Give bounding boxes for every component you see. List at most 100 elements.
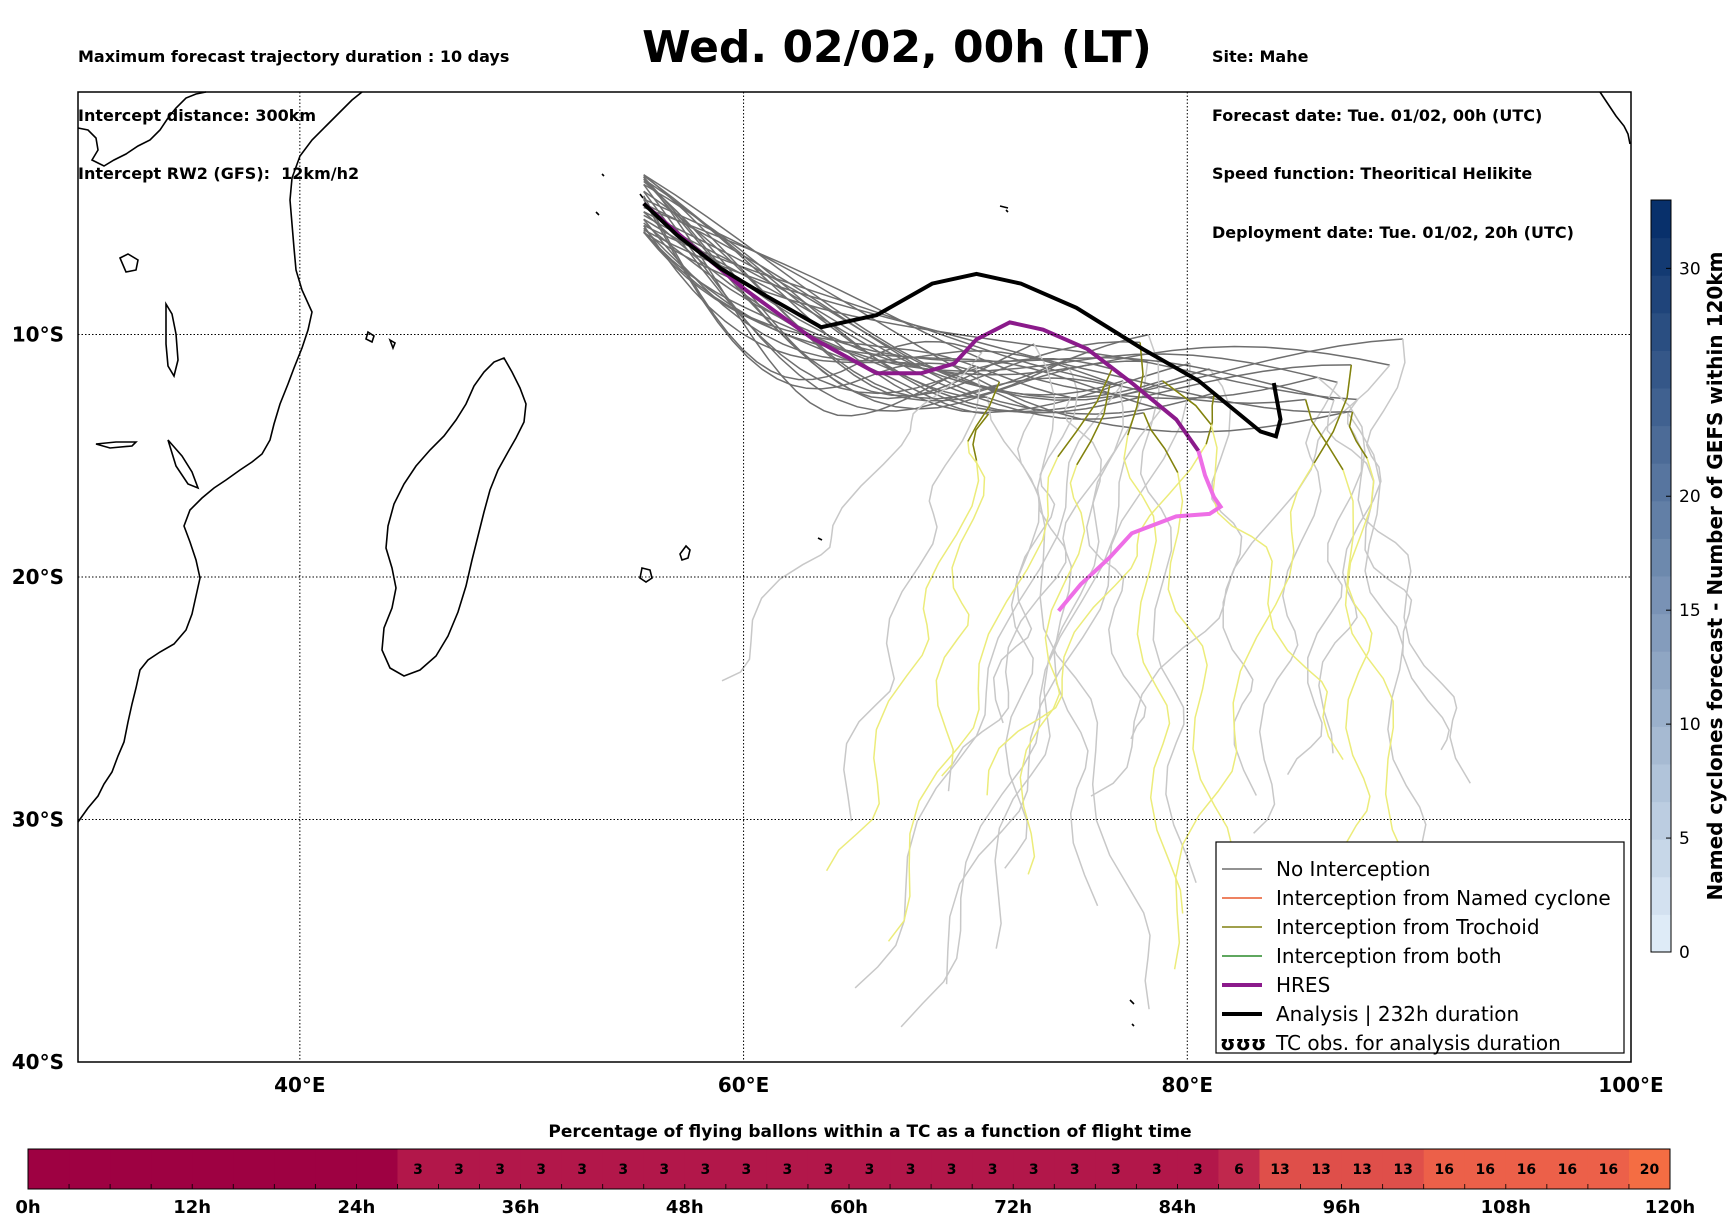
flight-bar-tick-label: 84h: [1158, 1197, 1196, 1218]
africa-coastline: [77, 91, 363, 823]
intercept-rw2-text: Intercept RW2 (GFS): 12km/h2: [78, 164, 360, 183]
no-interception-late-track: [1253, 382, 1339, 834]
flight-bar-value: 13: [1393, 1162, 1412, 1178]
flight-bar-value: 3: [1029, 1162, 1039, 1178]
colorbar-level: [1651, 500, 1671, 539]
colorbar-level: [1651, 876, 1671, 915]
lat-tick-label: 40°S: [12, 1050, 64, 1074]
flight-bar-cell: [1341, 1149, 1384, 1189]
flight-bar-value: 3: [577, 1162, 587, 1178]
no-interception-late-track: [721, 351, 983, 682]
no-interception-late-track: [1139, 334, 1197, 884]
flight-bar-cell: [1300, 1149, 1343, 1189]
flight-bar-cell: [315, 1149, 357, 1189]
lon-tick-label: 40°E: [274, 1073, 326, 1097]
colorbar-tick-label: 5: [1679, 829, 1690, 849]
colorbar-tick-label: 20: [1679, 487, 1701, 507]
no-interception-track: [643, 183, 1210, 413]
legend-label: Analysis | 232h duration: [1276, 1002, 1519, 1026]
no-interception-track: [643, 175, 1352, 414]
colorbar-level: [1651, 839, 1671, 878]
flight-bar-cell: [1218, 1149, 1260, 1189]
africa-horn-coastline: [77, 91, 207, 167]
no-interception-track: [643, 195, 983, 381]
rodrigues-island: [817, 537, 823, 541]
flight-bar-value: 3: [865, 1162, 875, 1178]
no-interception-track: [643, 180, 1035, 400]
flight-bar-value: 3: [988, 1162, 998, 1178]
colorbar-level: [1651, 651, 1671, 690]
no-interception-track: [643, 214, 1124, 396]
flight-bar-value: 3: [947, 1162, 957, 1178]
sumatra-coastline: [1599, 91, 1631, 145]
colorbar-level: [1651, 576, 1671, 615]
reunion-island: [639, 567, 653, 583]
colorbar-level: [1651, 200, 1671, 239]
kerguelen-island: [1129, 999, 1135, 1027]
no-interception-trajectories: [643, 174, 1471, 1028]
flight-bar-value: 3: [1070, 1162, 1080, 1178]
flight-bar-tick-label: 0h: [15, 1197, 40, 1218]
legend-label: TC obs. for analysis duration: [1275, 1031, 1561, 1055]
flight-bar-value: 3: [618, 1162, 628, 1178]
colorbar-tick-label: 30: [1679, 259, 1701, 279]
flight-bar-value: 20: [1640, 1162, 1660, 1178]
no-interception-late-track: [900, 408, 1162, 1028]
colorbar-level: [1651, 801, 1671, 840]
speed-function-text: Speed function: Theoritical Helikite: [1212, 164, 1533, 183]
trochoid-early-track: [1057, 368, 1113, 458]
flight-bar-cell: [151, 1149, 193, 1189]
trochoid-early-track: [967, 381, 1001, 442]
legend-box: [1215, 841, 1625, 1054]
no-interception-late-track: [1004, 410, 1040, 869]
trochoid-track: [986, 392, 1216, 796]
no-interception-late-track: [945, 363, 1191, 985]
flight-bar-cell: [1505, 1149, 1548, 1189]
colorbar-level: [1651, 425, 1671, 464]
madagascar-coastline: [381, 356, 527, 677]
flight-bar-cell: [890, 1149, 932, 1189]
trochoid-track: [1343, 411, 1375, 866]
flight-bar-value: 3: [700, 1162, 710, 1178]
flight-bar-cell: [1177, 1149, 1219, 1189]
trochoid-track: [1162, 380, 1344, 761]
no-interception-track: [643, 198, 1348, 433]
flight-bar-value: 3: [906, 1162, 916, 1178]
flight-bar-title: Percentage of flying ballons within a TC…: [548, 1122, 1191, 1142]
lon-tick-label: 80°E: [1162, 1073, 1214, 1097]
flight-bar-cell: [972, 1149, 1014, 1189]
colorbar-level: [1651, 538, 1671, 577]
flight-bar-cell: [766, 1149, 809, 1189]
comoros-island-1: [365, 330, 375, 344]
flight-bar-value: 16: [1558, 1162, 1577, 1178]
colorbar-level: [1651, 726, 1671, 765]
flight-bar-value: 3: [824, 1162, 834, 1178]
colorbar-tick-label: 10: [1679, 715, 1701, 735]
lon-tick-label: 60°E: [718, 1073, 770, 1097]
no-interception-track: [643, 224, 1306, 404]
colorbar-level: [1651, 764, 1671, 803]
flight-bar-value: 16: [1517, 1162, 1536, 1178]
colorbar-tick-label: 0: [1679, 943, 1690, 963]
flight-bar-value: 13: [1311, 1162, 1330, 1178]
analysis-track: [642, 202, 1283, 439]
trochoid-early-track: [1162, 380, 1212, 426]
lake-victoria: [118, 253, 139, 273]
no-interception-late-track: [1033, 343, 1099, 907]
trochoid-track: [887, 368, 1113, 942]
colorbar-tick-label: 15: [1679, 601, 1701, 621]
colorbar-level: [1651, 312, 1671, 351]
mozambique-lake: [95, 441, 138, 449]
trochoid-early-track: [972, 413, 990, 461]
no-interception-track: [643, 222, 1335, 401]
trochoid-early-track: [1348, 411, 1368, 459]
no-interception-track: [643, 206, 1318, 400]
flight-bar-value: 13: [1352, 1162, 1371, 1178]
flight-bar-cell: [520, 1149, 563, 1189]
colorbar-label: Named cyclones forecast - Number of GEFS…: [1703, 252, 1727, 901]
colorbar-level: [1651, 613, 1671, 652]
flight-bar-cell: [561, 1149, 604, 1189]
map-gridlines: [78, 92, 1631, 1062]
legend-label: HRES: [1276, 973, 1330, 997]
